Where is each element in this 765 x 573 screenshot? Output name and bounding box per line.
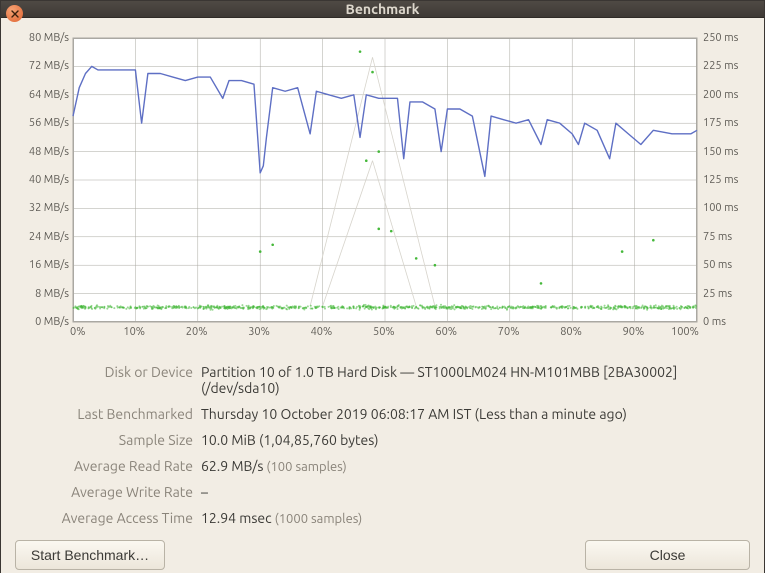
y-left-tick: 32 MB/s bbox=[19, 202, 69, 214]
button-bar: Start Benchmark… Close bbox=[15, 540, 750, 570]
y-right-tick: 100 ms bbox=[703, 202, 738, 214]
y-right-tick: 50 ms bbox=[703, 259, 732, 271]
close-button[interactable]: Close bbox=[585, 540, 750, 570]
y-right-tick: 200 ms bbox=[703, 89, 738, 101]
y-right-tick: 225 ms bbox=[703, 60, 738, 72]
y-left-tick: 80 MB/s bbox=[19, 32, 69, 44]
content-area: 0% 10% 20% 30% 40% 50% 60% 70% 80% 90% 100% 0 MB/s 8… bbox=[1, 18, 764, 573]
y-left-tick: 72 MB/s bbox=[19, 60, 69, 72]
info-value: 10.0 MiB (1,04,85,760 bytes) bbox=[201, 432, 742, 448]
x-tick: 40% bbox=[311, 326, 333, 338]
info-label: Last Benchmarked bbox=[23, 406, 193, 422]
y-right-tick: 175 ms bbox=[703, 117, 738, 129]
y-right-tick: 125 ms bbox=[703, 174, 738, 186]
x-tick: 80% bbox=[560, 326, 582, 338]
start-benchmark-button[interactable]: Start Benchmark… bbox=[15, 540, 165, 570]
info-label: Disk or Device bbox=[23, 364, 193, 396]
info-label: Average Read Rate bbox=[23, 458, 193, 474]
y-left-tick: 40 MB/s bbox=[19, 174, 69, 186]
y-left-tick: 8 MB/s bbox=[19, 288, 69, 300]
x-tick: 10% bbox=[123, 326, 145, 338]
y-left-tick: 0 MB/s bbox=[19, 316, 69, 328]
x-tick: 70% bbox=[498, 326, 520, 338]
info-label: Average Write Rate bbox=[23, 484, 193, 500]
info-value: Partition 10 of 1.0 TB Hard Disk — ST100… bbox=[201, 364, 742, 396]
y-right-tick: 25 ms bbox=[703, 288, 732, 300]
benchmark-window: Benchmark 0% 10% 20% 30% 40% 50% 60% 70% 80% 90% 1… bbox=[0, 0, 765, 573]
x-tick: 50% bbox=[373, 326, 395, 338]
info-value: 12.94 msec (1000 samples) bbox=[201, 510, 742, 526]
x-tick: 100% bbox=[671, 326, 699, 338]
x-tick: 90% bbox=[623, 326, 645, 338]
x-tick: 20% bbox=[186, 326, 208, 338]
info-value: Thursday 10 October 2019 06:08:17 AM IST… bbox=[201, 406, 742, 422]
y-right-tick: 150 ms bbox=[703, 146, 738, 158]
benchmark-chart: 0% 10% 20% 30% 40% 50% 60% 70% 80% 90% 100% 0 MB/s 8… bbox=[15, 32, 750, 352]
chart-svg bbox=[15, 32, 755, 352]
x-tick: 0% bbox=[70, 326, 85, 338]
window-title: Benchmark bbox=[1, 1, 764, 17]
y-left-tick: 56 MB/s bbox=[19, 117, 69, 129]
y-right-tick: 0 ms bbox=[703, 316, 726, 328]
spacer bbox=[173, 540, 577, 570]
y-right-tick: 75 ms bbox=[703, 231, 732, 243]
info-label: Sample Size bbox=[23, 432, 193, 448]
info-grid: Disk or DevicePartition 10 of 1.0 TB Har… bbox=[23, 364, 742, 526]
info-label: Average Access Time bbox=[23, 510, 193, 526]
y-right-tick: 250 ms bbox=[703, 32, 738, 44]
y-left-tick: 64 MB/s bbox=[19, 89, 69, 101]
y-left-tick: 16 MB/s bbox=[19, 259, 69, 271]
y-left-tick: 24 MB/s bbox=[19, 231, 69, 243]
close-icon[interactable] bbox=[6, 5, 23, 22]
x-tick: 30% bbox=[248, 326, 270, 338]
y-left-tick: 48 MB/s bbox=[19, 146, 69, 158]
x-tick: 60% bbox=[435, 326, 457, 338]
info-value: – bbox=[201, 484, 742, 500]
info-value: 62.9 MB/s (100 samples) bbox=[201, 458, 742, 474]
titlebar: Benchmark bbox=[1, 1, 764, 18]
